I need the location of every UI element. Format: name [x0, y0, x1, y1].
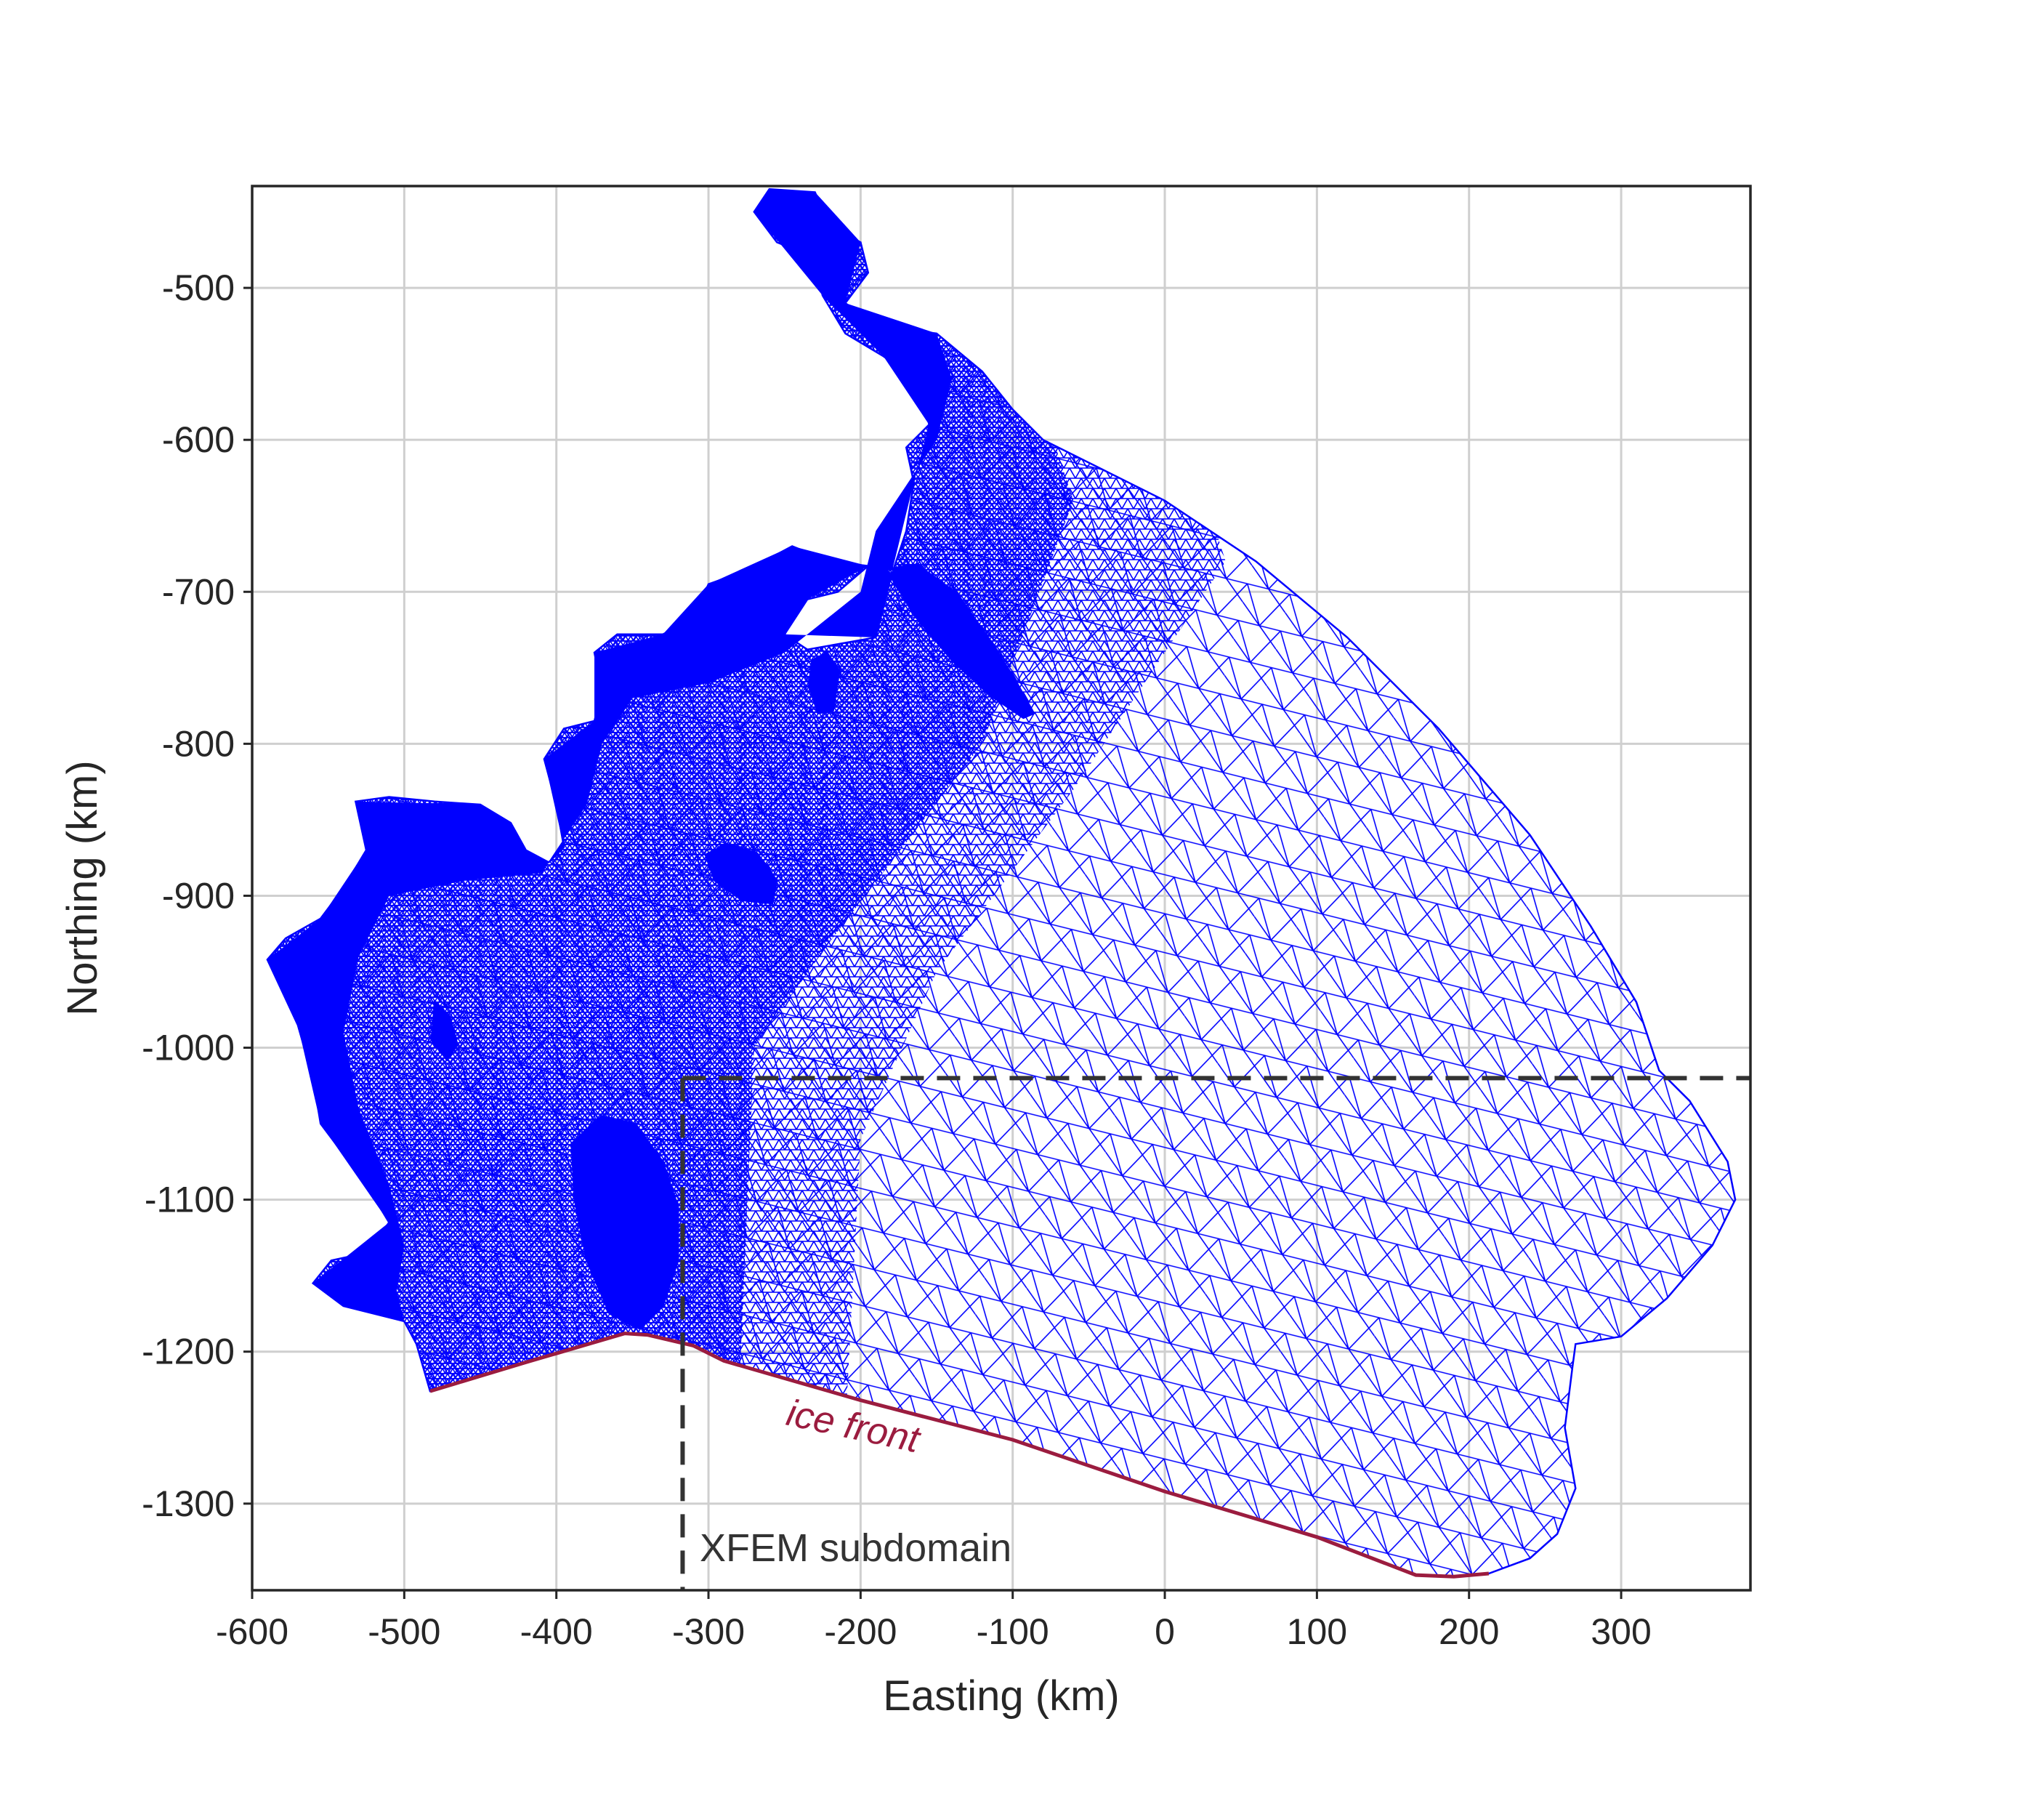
y-axis-label: Northing (km): [59, 760, 106, 1015]
x-tick-label: -500: [368, 1611, 440, 1652]
x-ticks: -600 -500 -400 -300 -200 -100 0 100 200 300: [216, 1590, 1652, 1652]
y-ticks: -500 -600 -700 -800 -900 -1000 -1100 -1200 -1300: [142, 267, 252, 1524]
y-tick-label: -1200: [142, 1331, 235, 1372]
x-tick-label: -300: [672, 1611, 745, 1652]
x-tick-label: -100: [977, 1611, 1049, 1652]
x-tick-label: 0: [1155, 1611, 1175, 1652]
plot-frame: [251, 185, 1752, 1592]
y-tick-label: -1300: [142, 1483, 235, 1524]
x-tick-label: 100: [1287, 1611, 1347, 1652]
mesh-dense-fill: [267, 189, 1736, 1577]
y-tick-label: -1000: [142, 1028, 235, 1068]
mesh-outline: [266, 188, 1737, 1578]
y-tick-label: -700: [162, 571, 235, 612]
x-tick-label: -400: [520, 1611, 593, 1652]
y-tick-label: -900: [162, 875, 235, 916]
xfem-subdomain-label: XFEM subdomain: [700, 1526, 1011, 1570]
ice-front-line: [429, 1331, 1490, 1579]
y-tick-label: -1100: [145, 1180, 235, 1220]
x-tick-label: 200: [1439, 1611, 1499, 1652]
triangular-mesh: [266, 188, 1737, 1578]
x-tick-label: 300: [1591, 1611, 1651, 1652]
y-tick-label: -800: [162, 723, 235, 764]
y-tick-label: -600: [162, 419, 235, 460]
x-tick-label: -200: [824, 1611, 897, 1652]
x-tick-label: -600: [216, 1611, 288, 1652]
y-tick-label: -500: [162, 267, 235, 308]
x-axis-label: Easting (km): [883, 1672, 1120, 1720]
